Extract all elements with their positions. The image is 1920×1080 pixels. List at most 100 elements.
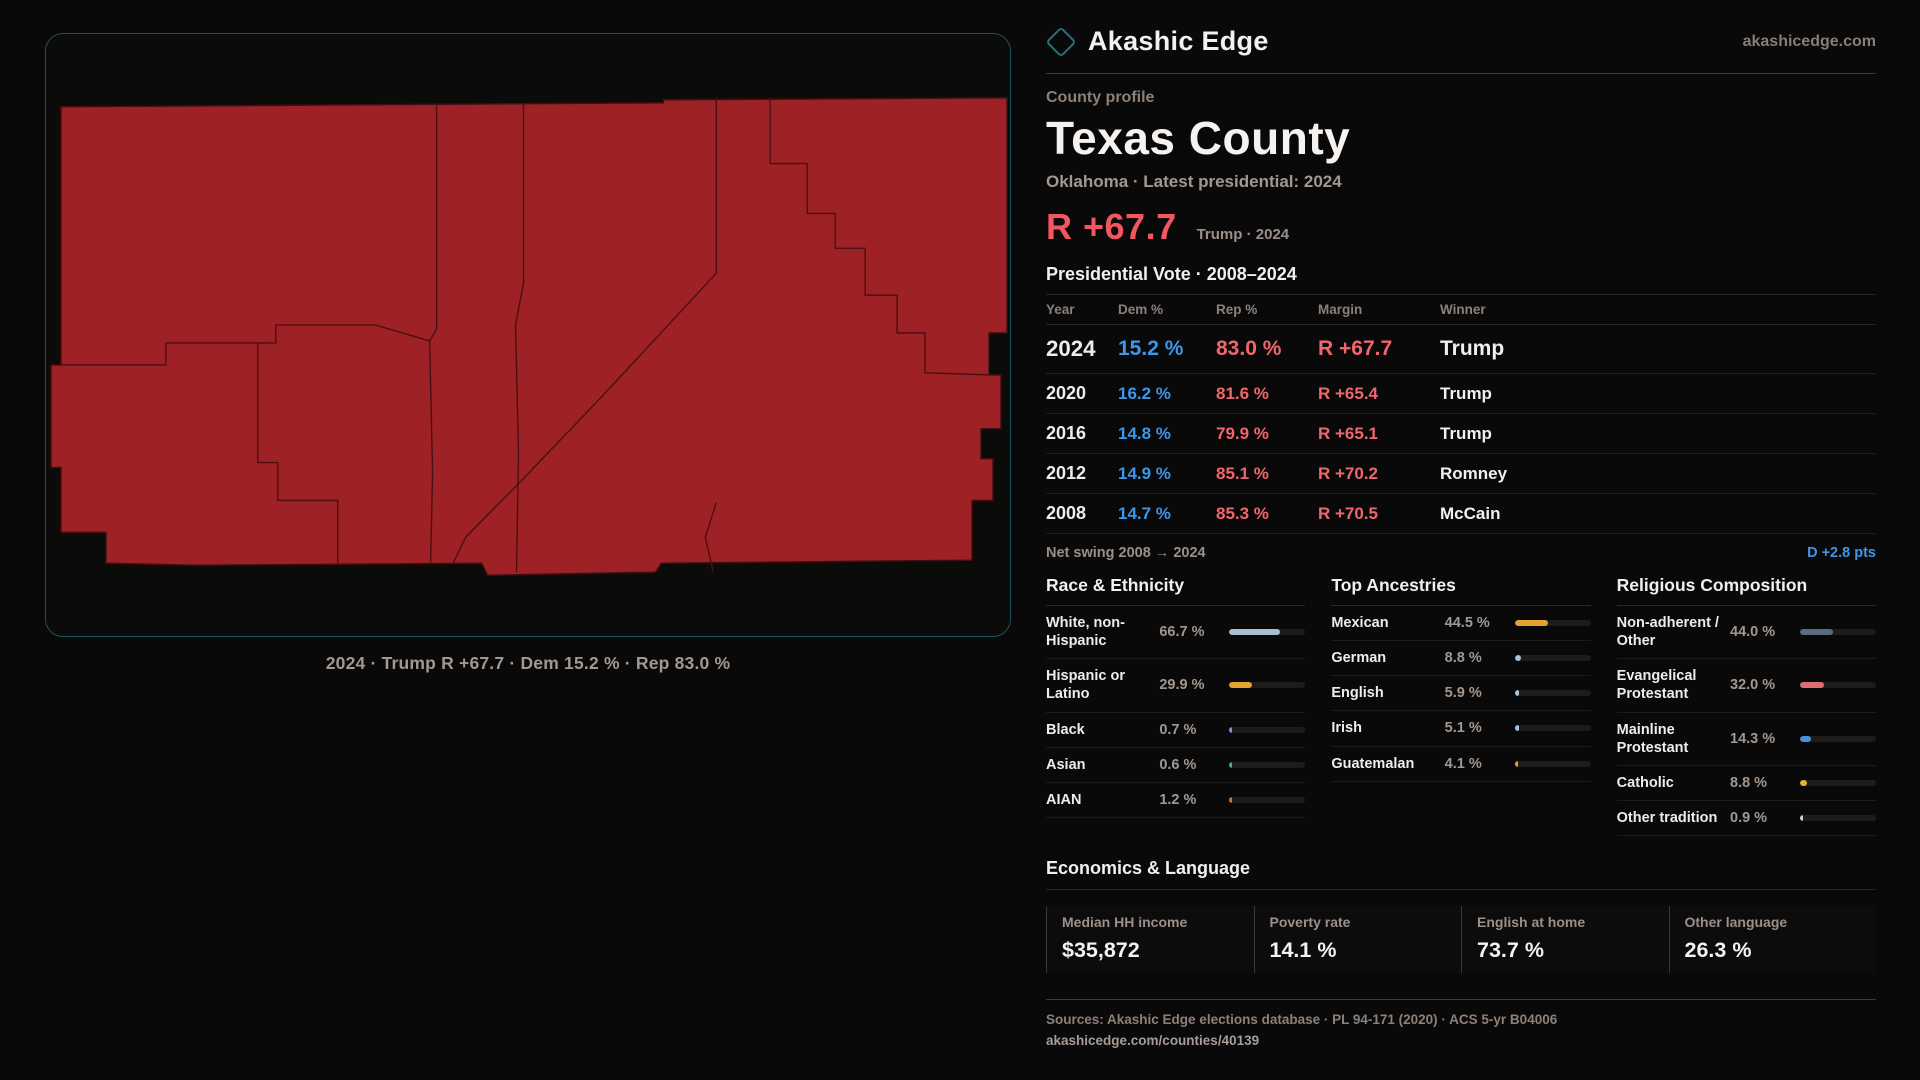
cell-winner: McCain (1440, 503, 1501, 523)
brand-domain-link[interactable]: akashicedge.com (1742, 32, 1876, 50)
cell-margin: R +65.4 (1318, 383, 1379, 403)
stat-label: Poverty rate (1269, 914, 1351, 930)
cell-rep: 85.3 % (1216, 503, 1269, 523)
precinct-boundary-line (257, 342, 339, 566)
list-item: Catholic 8.8 % (1616, 766, 1876, 801)
list-item: Mexican 44.5 % (1331, 606, 1591, 642)
net-swing-row: Net swing 2008 → 2024 D +2.8 pts (1046, 534, 1876, 567)
table-row: 2008 14.7 % 85.3 % R +70.5 McCain (1046, 494, 1876, 534)
headline-margin: R +67.7 (1046, 206, 1177, 247)
demo-label: Guatemalan (1331, 755, 1415, 772)
list-item: Hispanic or Latino 29.9 % (1046, 659, 1306, 713)
demo-value: 32.0 % (1730, 677, 1776, 694)
cell-margin: R +65.1 (1318, 423, 1379, 443)
stat-poverty-rate: Poverty rate 14.1 % (1253, 906, 1462, 973)
demo-value: 4.1 % (1444, 755, 1482, 772)
cell-winner: Trump (1440, 423, 1492, 443)
brand-name: Akashic Edge (1088, 26, 1269, 56)
table-row: 2020 16.2 % 81.6 % R +65.4 Trump (1046, 374, 1876, 414)
col-header-year: Year (1046, 302, 1075, 317)
cell-rep: 85.1 % (1216, 463, 1269, 483)
list-item: Black 0.7 % (1046, 713, 1306, 748)
stat-label: Other language (1684, 914, 1788, 930)
ancestries-column: Top Ancestries Mexican 44.5 % German 8.8… (1331, 575, 1591, 836)
cell-dem: 15.2 % (1118, 337, 1184, 360)
eyebrow-label: County profile (1046, 89, 1155, 106)
permalink[interactable]: akashicedge.com/counties/40139 (1046, 1033, 1260, 1048)
demo-value: 0.6 % (1159, 756, 1197, 773)
demo-label: Hispanic or Latino (1046, 668, 1125, 703)
list-item: White, non-Hispanic 66.7 % (1046, 606, 1306, 660)
col-header-margin: Margin (1318, 302, 1363, 317)
demo-value: 29.9 % (1159, 677, 1205, 694)
demo-bar (1514, 760, 1591, 767)
demo-value: 8.8 % (1444, 650, 1482, 667)
race-ethnicity-column: Race & Ethnicity White, non-Hispanic 66.… (1046, 575, 1306, 836)
demo-label: Mexican (1331, 615, 1389, 631)
cell-dem: 14.9 % (1118, 463, 1171, 483)
demo-bar (1514, 655, 1591, 662)
section-title: Religious Composition (1616, 575, 1876, 606)
cell-year: 2024 (1046, 336, 1096, 361)
list-item: AIAN 1.2 % (1046, 783, 1306, 818)
cell-dem: 16.2 % (1118, 383, 1171, 403)
list-item: German 8.8 % (1331, 641, 1591, 677)
list-item: Asian 0.6 % (1046, 748, 1306, 783)
col-header-dem: Dem % (1118, 302, 1164, 317)
demo-bar (1229, 726, 1306, 733)
section-title: Race & Ethnicity (1046, 575, 1306, 606)
demo-value: 0.7 % (1159, 721, 1197, 738)
religion-column: Religious Composition Non-adherent / Oth… (1616, 575, 1876, 836)
demo-value: 44.5 % (1444, 615, 1490, 632)
precinct-boundary-line (769, 97, 990, 376)
demo-bar (1514, 620, 1591, 627)
stat-value: 73.7 % (1477, 938, 1544, 962)
demo-label: Evangelical Protestant (1616, 668, 1697, 703)
demo-bar (1514, 690, 1591, 697)
cell-margin: R +70.2 (1318, 463, 1379, 483)
footer: Sources: Akashic Edge elections database… (1046, 999, 1876, 1048)
demo-value: 5.1 % (1444, 720, 1482, 737)
list-item: Evangelical Protestant 32.0 % (1616, 659, 1876, 713)
demographics-grid: Race & Ethnicity White, non-Hispanic 66.… (1046, 575, 1876, 836)
table-row: 2024 15.2 % 83.0 % R +67.7 Trump (1046, 325, 1876, 374)
cell-winner: Trump (1440, 337, 1505, 360)
stat-value: $35,872 (1062, 938, 1140, 962)
demo-label: Non-adherent / Other (1616, 615, 1719, 650)
cell-rep: 81.6 % (1216, 383, 1269, 403)
demo-bar (1229, 629, 1306, 636)
demo-label: Mainline Protestant (1616, 721, 1689, 756)
col-header-winner: Winner (1440, 302, 1486, 317)
demo-label: English (1331, 685, 1384, 702)
cell-dem: 14.7 % (1118, 503, 1171, 523)
list-item: Non-adherent / Other 44.0 % (1616, 606, 1876, 660)
stat-label: Median HH income (1062, 914, 1188, 930)
demo-label: Irish (1331, 720, 1362, 737)
page-title: Texas County (1046, 112, 1351, 164)
demo-bar (1800, 629, 1876, 636)
cell-margin: R +70.5 (1318, 503, 1379, 523)
county-shape (50, 97, 1008, 576)
demo-label: Other tradition (1616, 809, 1718, 826)
stat-label: English at home (1477, 914, 1586, 930)
precinct-boundary-line (452, 272, 717, 563)
list-item: Irish 5.1 % (1331, 711, 1591, 747)
cell-year: 2012 (1046, 463, 1087, 483)
demo-value: 44.0 % (1730, 624, 1776, 641)
cell-year: 2016 (1046, 423, 1087, 443)
vote-table-title: Presidential Vote · 2008–2024 (1046, 264, 1297, 284)
profile-column: Akashic Edge akashicedge.com County prof… (1045, 25, 1876, 1048)
demo-bar (1800, 814, 1876, 821)
precinct-boundary-line (704, 502, 717, 573)
county-map (50, 97, 1008, 576)
vote-table: Year Dem % Rep % Margin Winner 2024 15.2… (1046, 294, 1876, 534)
map-caption: 2024 · Trump R +67.7 · Dem 15.2 % · Rep … (325, 653, 731, 673)
demo-value: 8.8 % (1730, 774, 1768, 791)
cell-margin: R +67.7 (1318, 337, 1393, 360)
economics-title: Economics & Language (1046, 858, 1876, 890)
cell-year: 2008 (1046, 503, 1087, 523)
list-item: Other tradition 0.9 % (1616, 801, 1876, 836)
precinct-boundary-line (514, 102, 525, 573)
demo-bar (1800, 779, 1876, 786)
